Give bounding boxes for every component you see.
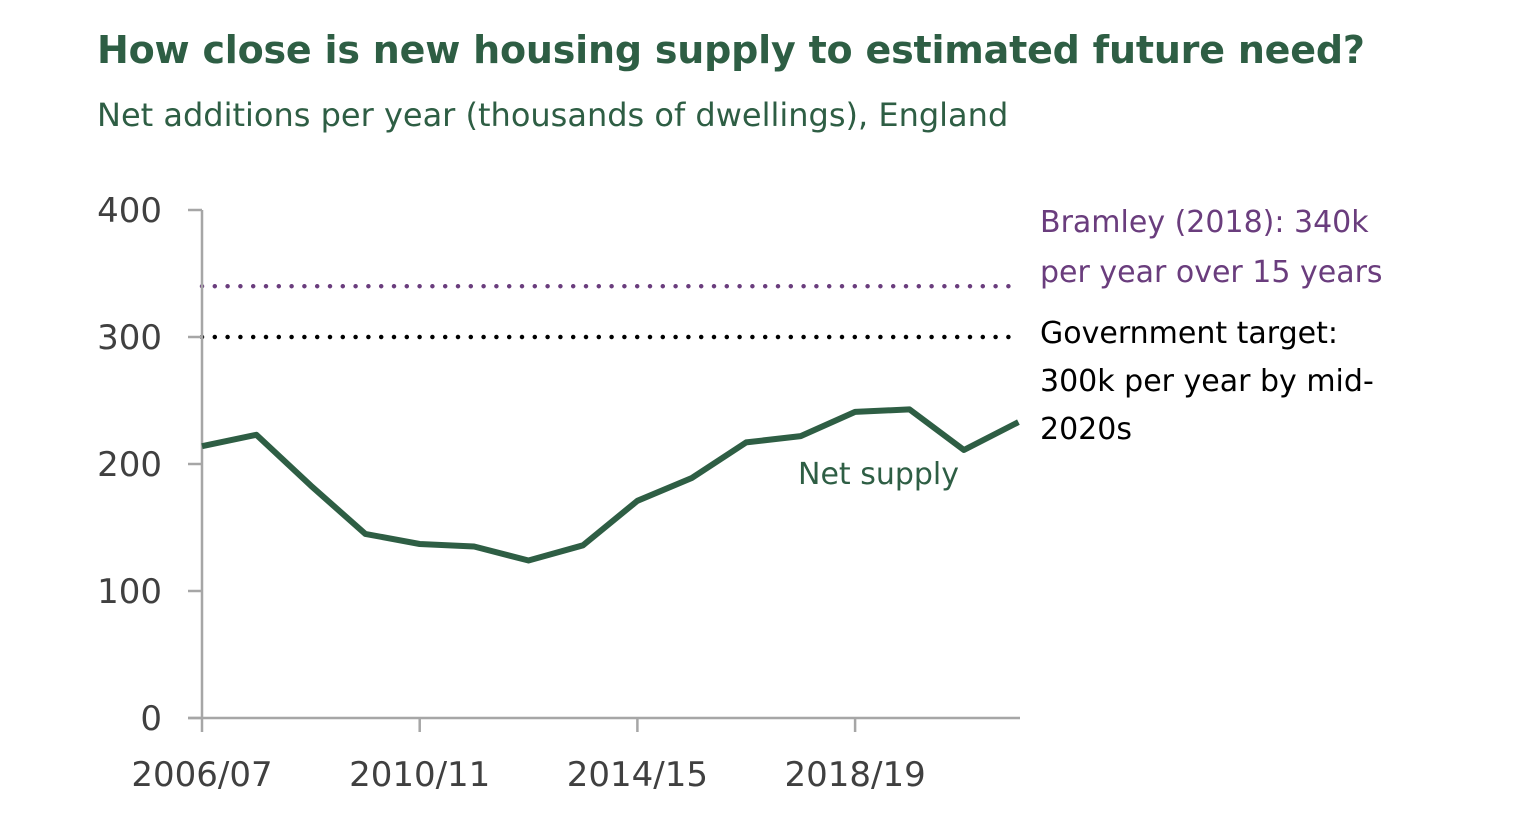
series-label-net-supply: Net supply bbox=[798, 457, 959, 492]
series-group bbox=[201, 406, 1020, 564]
x-tick-label: 2010/11 bbox=[349, 755, 490, 795]
bramley-annotation-line: Bramley (2018): 340k bbox=[1040, 205, 1369, 240]
y-tick-label: 200 bbox=[97, 445, 162, 485]
government-target-annotation-line: Government target: bbox=[1040, 316, 1338, 351]
x-tick-label: 2006/07 bbox=[131, 755, 272, 795]
chart-subtitle: Net additions per year (thousands of dwe… bbox=[97, 96, 1009, 134]
government-target-annotation-line: 2020s bbox=[1040, 412, 1132, 447]
y-tick-label: 100 bbox=[97, 572, 162, 612]
government-target-annotation-line: 300k per year by mid- bbox=[1040, 364, 1374, 399]
y-tick-label: 400 bbox=[97, 191, 162, 231]
bramley-annotation-line: per year over 15 years bbox=[1040, 255, 1383, 290]
y-tick-label: 0 bbox=[140, 699, 162, 739]
series-line-net-supply bbox=[201, 406, 1020, 564]
x-tick-label: 2014/15 bbox=[567, 755, 708, 795]
y-tick-label: 300 bbox=[97, 318, 162, 358]
annotations: Net supply Bramley (2018): 340k per year o… bbox=[798, 205, 1383, 492]
reference-lines bbox=[199, 283, 1019, 340]
chart-title: How close is new housing supply to estim… bbox=[97, 28, 1365, 72]
x-tick-label: 2018/19 bbox=[784, 755, 925, 795]
axes: 0 100 200 300 400 2006/07 2010/11 2014/15 2018/1… bbox=[97, 191, 1020, 795]
